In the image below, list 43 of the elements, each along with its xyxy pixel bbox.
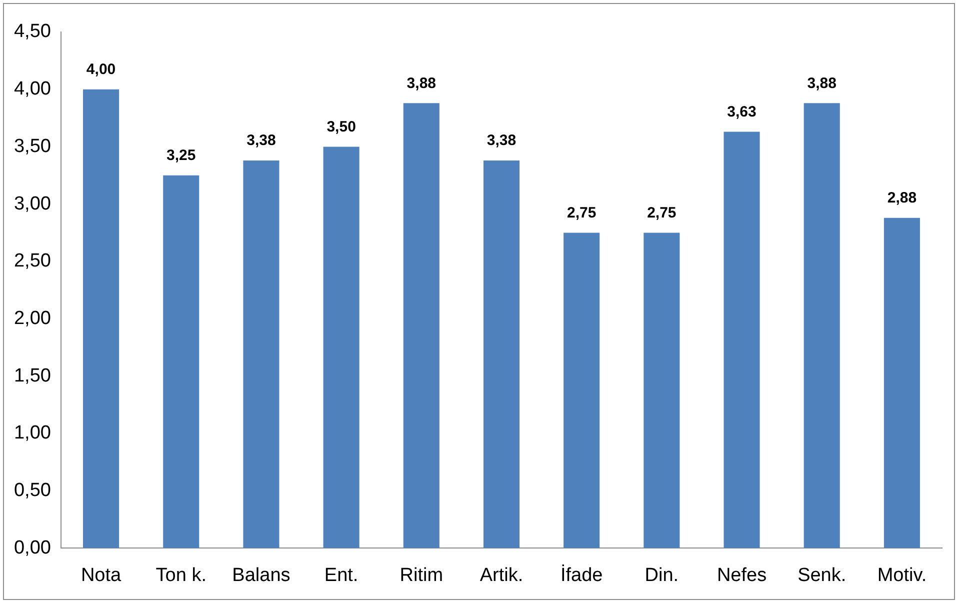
x-tick-label: Ent. bbox=[324, 564, 358, 586]
y-tick-label: 1,00 bbox=[14, 422, 51, 444]
data-label: 3,50 bbox=[326, 118, 356, 136]
bar bbox=[564, 232, 600, 548]
x-tick-label: Artik. bbox=[480, 564, 524, 586]
data-label: 3,38 bbox=[246, 132, 276, 150]
x-tick-label: Nota bbox=[80, 564, 122, 586]
data-label: 3,88 bbox=[807, 74, 836, 92]
bar bbox=[644, 232, 680, 548]
bar bbox=[724, 132, 760, 548]
y-tick-label: 3,00 bbox=[14, 193, 51, 214]
y-tick-label: 2,00 bbox=[14, 308, 51, 330]
x-tick-label: Senk. bbox=[798, 564, 846, 586]
y-tick-label: 3,50 bbox=[14, 136, 51, 157]
y-tick-label: 2,50 bbox=[14, 250, 51, 272]
bar bbox=[403, 103, 440, 548]
bar bbox=[884, 218, 920, 548]
y-tick-label: 4,50 bbox=[14, 21, 51, 42]
x-tick-label: Ritim bbox=[400, 564, 444, 586]
bar bbox=[483, 160, 520, 548]
data-label: 2,75 bbox=[647, 204, 676, 222]
x-tick-label: Nefes bbox=[716, 564, 767, 586]
x-tick-label: Din. bbox=[644, 564, 679, 586]
y-tick-label: 4,00 bbox=[14, 78, 51, 100]
x-tick-label: Motiv. bbox=[877, 564, 927, 586]
y-tick-label: 0,00 bbox=[14, 537, 51, 558]
x-tick-label: Ton k. bbox=[156, 564, 206, 586]
y-tick-label: 1,50 bbox=[14, 365, 51, 386]
data-label: 3,88 bbox=[406, 74, 436, 92]
bar bbox=[804, 103, 840, 548]
data-label: 2,75 bbox=[566, 204, 596, 222]
bar bbox=[243, 160, 280, 548]
data-label: 2,88 bbox=[887, 189, 917, 206]
data-label: 4,00 bbox=[86, 60, 116, 78]
data-label: 3,25 bbox=[166, 147, 196, 164]
y-tick-label: 0,50 bbox=[14, 480, 51, 502]
x-tick-label: Balans bbox=[232, 564, 290, 586]
data-label: 3,63 bbox=[727, 103, 756, 120]
x-tick-label: İfade bbox=[560, 564, 603, 586]
bar bbox=[163, 175, 200, 548]
data-label: 3,38 bbox=[486, 132, 516, 150]
bar bbox=[83, 89, 120, 548]
bar bbox=[323, 146, 360, 548]
